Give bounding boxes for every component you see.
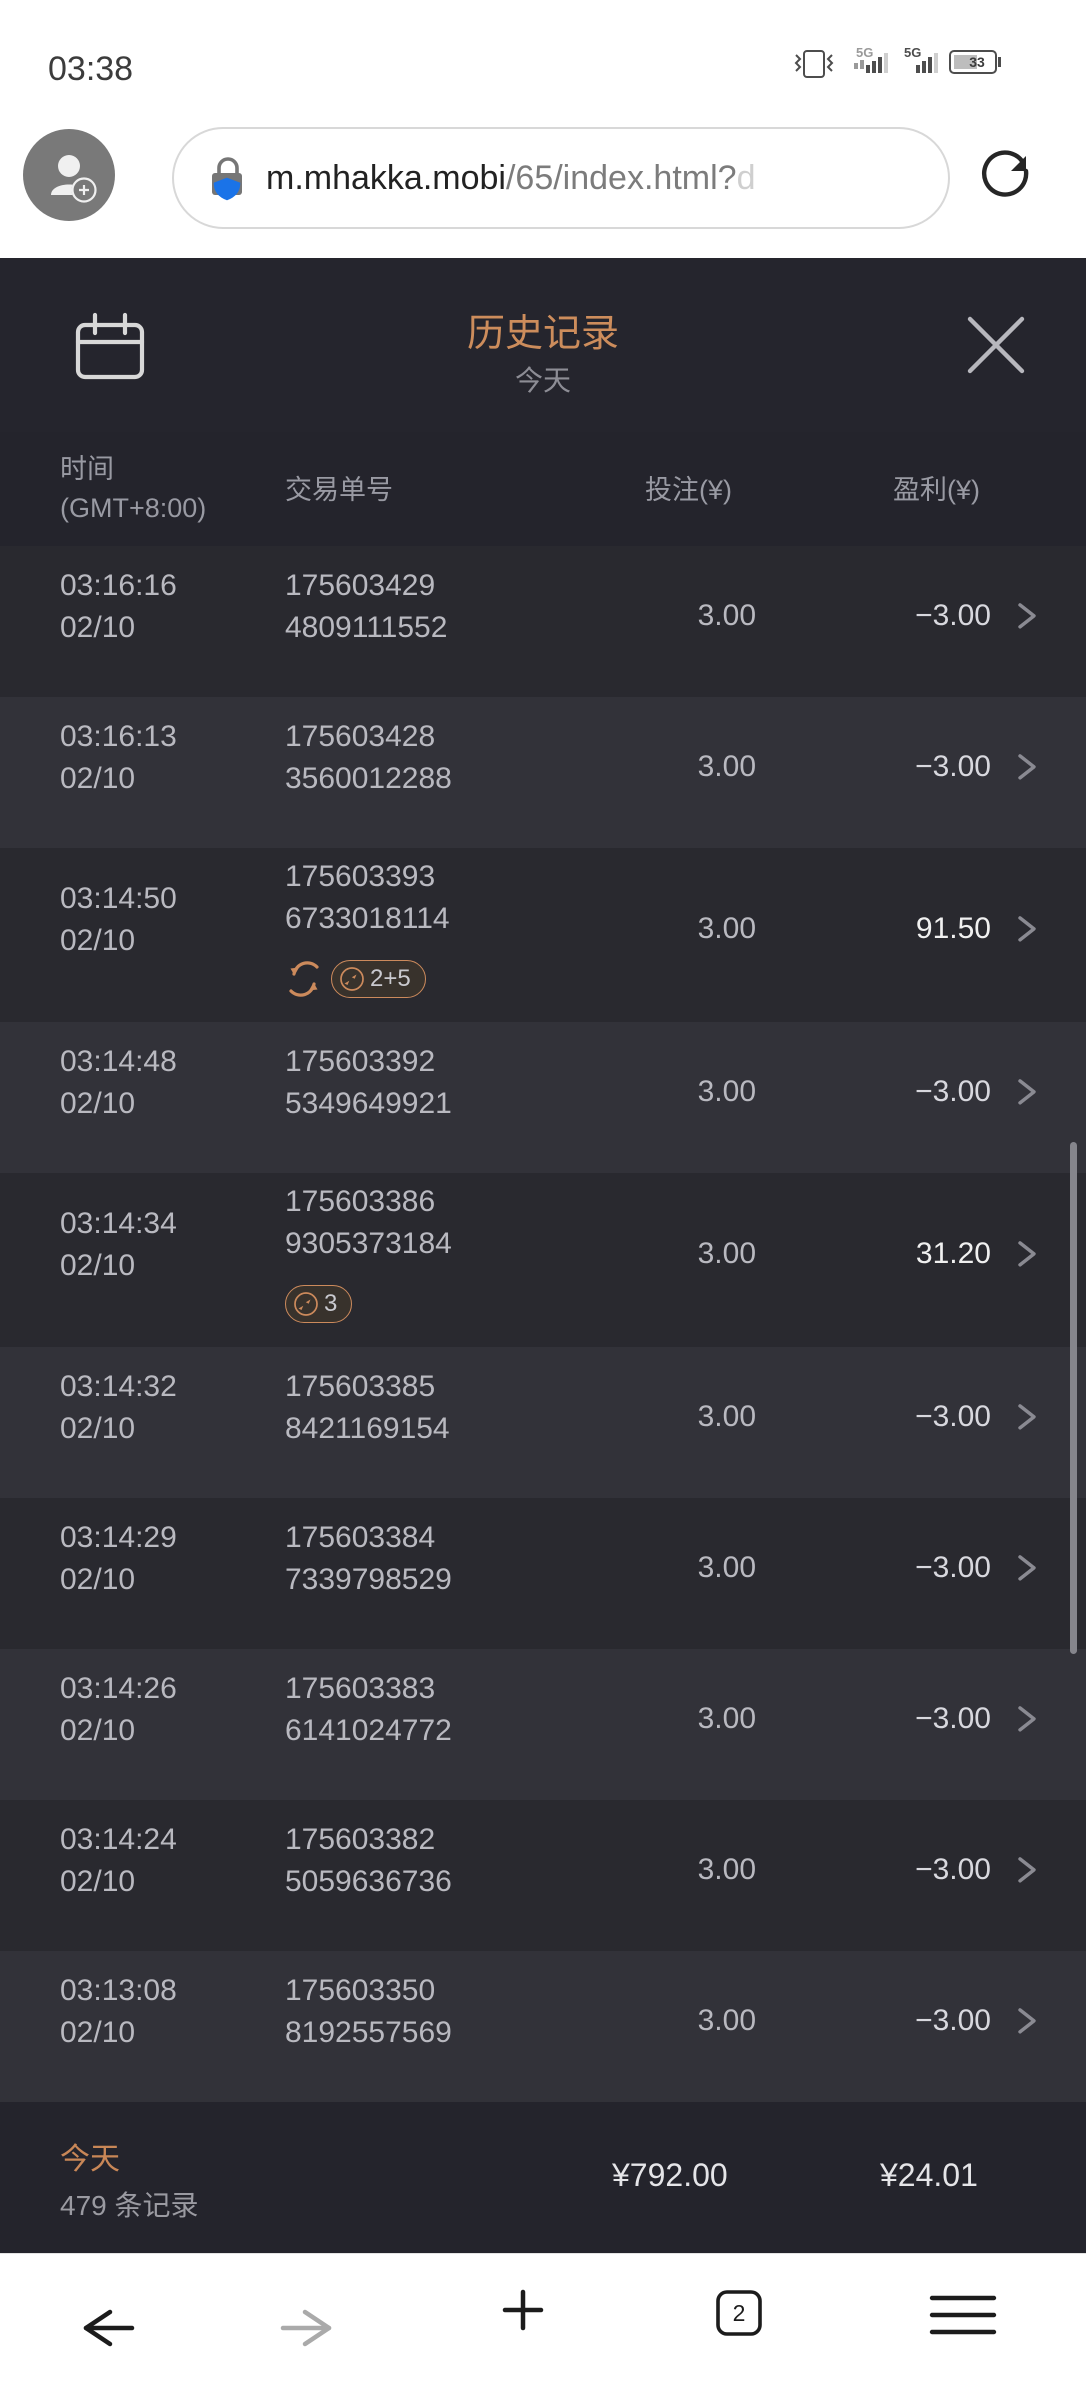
svg-text:33: 33 (969, 54, 985, 70)
svg-text:5G: 5G (856, 45, 873, 60)
svg-text:5G: 5G (904, 45, 921, 60)
svg-text:2: 2 (733, 2300, 746, 2326)
